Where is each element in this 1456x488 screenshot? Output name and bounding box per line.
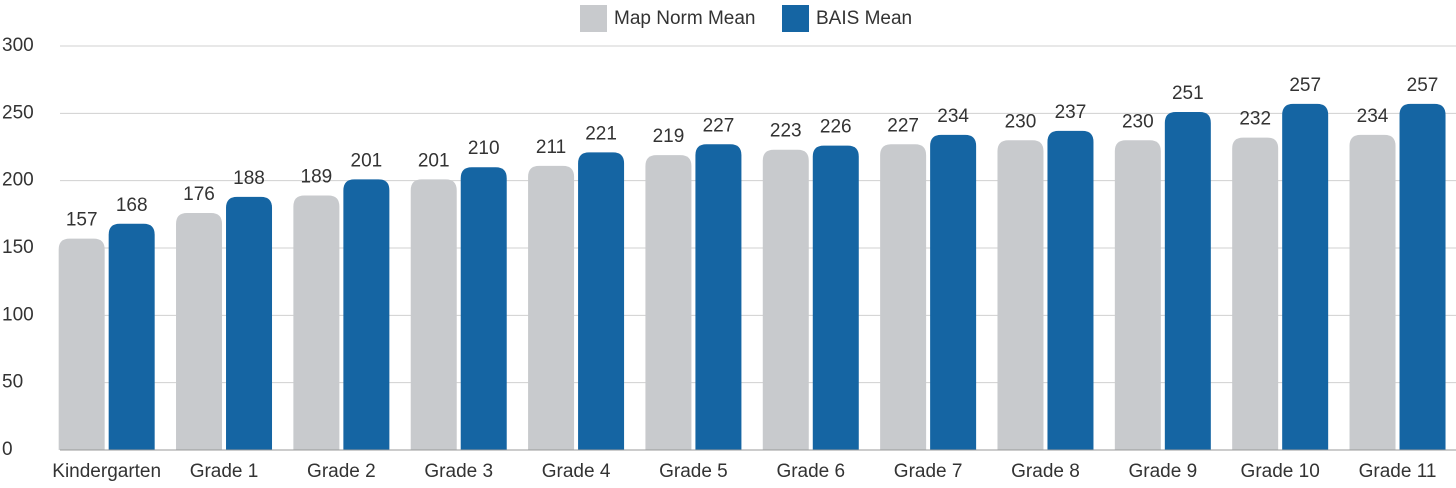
data-label: 230 [1005, 111, 1037, 132]
legend-swatch [580, 5, 607, 32]
data-label: 234 [937, 106, 969, 127]
bar [226, 196, 273, 450]
data-label: 251 [1172, 83, 1204, 104]
data-label: 201 [418, 150, 450, 171]
data-label: 157 [66, 210, 98, 231]
legend-label: BAIS Mean [816, 8, 912, 29]
y-tick-label: 100 [2, 304, 34, 325]
bar [1164, 111, 1211, 450]
bar [695, 144, 742, 450]
bar [58, 238, 105, 450]
y-tick-label: 300 [2, 35, 34, 56]
data-label: 257 [1407, 75, 1439, 96]
bar [108, 223, 155, 450]
data-label: 234 [1357, 106, 1389, 127]
x-tick-label: Grade 8 [1011, 461, 1080, 482]
data-label: 232 [1239, 109, 1271, 130]
legend-label: Map Norm Mean [614, 8, 756, 29]
bar [1349, 134, 1396, 450]
data-label: 230 [1122, 111, 1154, 132]
bar [1282, 103, 1329, 450]
data-label: 168 [116, 195, 148, 216]
data-label: 223 [770, 121, 802, 142]
legend-swatch [782, 5, 809, 32]
data-label: 211 [536, 137, 566, 158]
bar [930, 134, 977, 450]
x-tick-label: Grade 2 [307, 461, 376, 482]
bar [997, 140, 1044, 450]
y-tick-label: 250 [2, 102, 34, 123]
x-tick-label: Grade 3 [424, 461, 493, 482]
x-tick-label: Grade 7 [894, 461, 963, 482]
data-label: 227 [887, 115, 919, 136]
x-tick-label: Grade 1 [190, 461, 259, 482]
bar [880, 144, 927, 450]
data-label: 219 [653, 126, 685, 147]
bar [1114, 140, 1161, 450]
x-tick-label: Grade 4 [542, 461, 611, 482]
data-label: 189 [301, 166, 333, 187]
y-tick-label: 50 [2, 372, 23, 393]
bar [812, 145, 859, 451]
bar [460, 167, 507, 450]
x-tick-label: Grade 6 [776, 461, 845, 482]
bar [293, 195, 340, 450]
data-label: 210 [468, 138, 500, 159]
data-label: 188 [233, 168, 265, 189]
data-label: 176 [183, 184, 215, 205]
bar [410, 179, 457, 450]
data-label: 237 [1055, 102, 1087, 123]
x-tick-label: Kindergarten [52, 461, 161, 482]
y-tick-label: 200 [2, 170, 34, 191]
x-tick-label: Grade 5 [659, 461, 728, 482]
bar [528, 165, 575, 450]
y-tick-label: 150 [2, 237, 34, 258]
data-label: 201 [351, 150, 383, 171]
bar [1047, 130, 1094, 450]
bar [176, 212, 223, 450]
data-label: 257 [1289, 75, 1321, 96]
data-label: 227 [703, 115, 735, 136]
x-tick-label: Grade 10 [1241, 461, 1320, 482]
bar [578, 152, 625, 451]
y-tick-label: 0 [2, 439, 13, 460]
bar [762, 149, 809, 450]
data-label: 221 [585, 123, 617, 144]
x-tick-label: Grade 11 [1359, 461, 1437, 482]
bar [1232, 137, 1279, 450]
data-label: 226 [820, 117, 852, 138]
bar [1399, 103, 1446, 450]
x-tick-label: Grade 9 [1128, 461, 1197, 482]
bar [645, 155, 692, 450]
bar [343, 179, 390, 450]
